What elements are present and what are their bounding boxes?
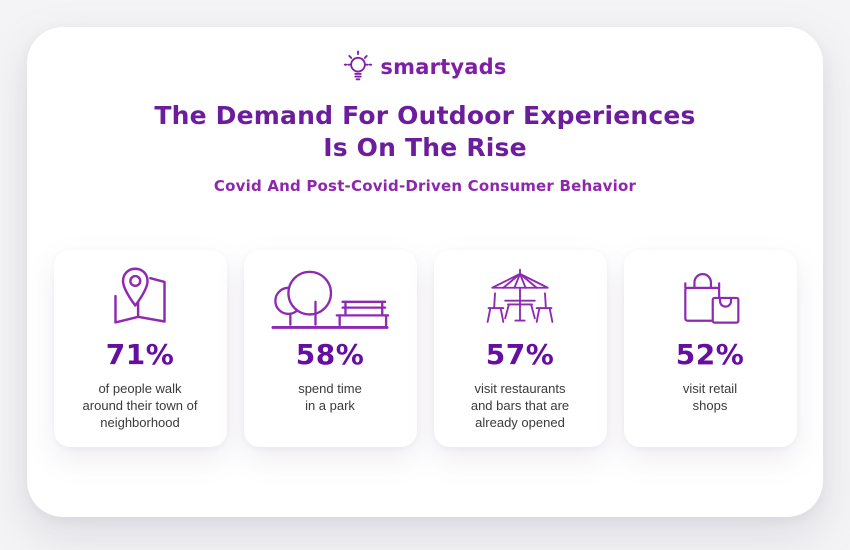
stat-card-restaurant: 57% visit restaurants and bars that are … — [433, 250, 607, 447]
stat-description: visit retail shops — [682, 381, 738, 413]
park-bench-icon — [271, 264, 389, 330]
page-subtitle: Covid And Post-Covid-Driven Consumer Beh… — [213, 177, 637, 195]
stat-card-park: 58% spend time in a park — [243, 250, 417, 447]
map-location-icon — [107, 264, 173, 330]
stat-percent: 58% — [295, 338, 365, 371]
stat-card-walk: 71% of people walk around their town of … — [53, 250, 227, 447]
stats-row: 71% of people walk around their town of … — [27, 250, 823, 447]
brand-logo: smartyads — [27, 27, 823, 83]
stat-percent: 52% — [675, 338, 745, 371]
lightbulb-icon — [343, 50, 373, 83]
shopping-bags-icon — [678, 264, 742, 330]
stat-percent: 71% — [105, 338, 175, 371]
page-title: The Demand For Outdoor Experiences Is On… — [27, 100, 823, 164]
stat-card-retail: 52% visit retail shops — [623, 250, 797, 447]
stat-description: visit restaurants and bars that are alre… — [470, 381, 570, 430]
infographic-panel: smartyads The Demand For Outdoor Experie… — [27, 27, 823, 517]
stat-description: spend time in a park — [298, 381, 362, 413]
stat-description: of people walk around their town of neig… — [82, 381, 198, 430]
stat-percent: 57% — [485, 338, 555, 371]
title-line-2: Is On The Rise — [323, 133, 527, 162]
outdoor-cafe-icon — [483, 264, 557, 330]
title-line-1: The Demand For Outdoor Experiences — [154, 101, 696, 130]
brand-name: smartyads — [380, 54, 507, 79]
